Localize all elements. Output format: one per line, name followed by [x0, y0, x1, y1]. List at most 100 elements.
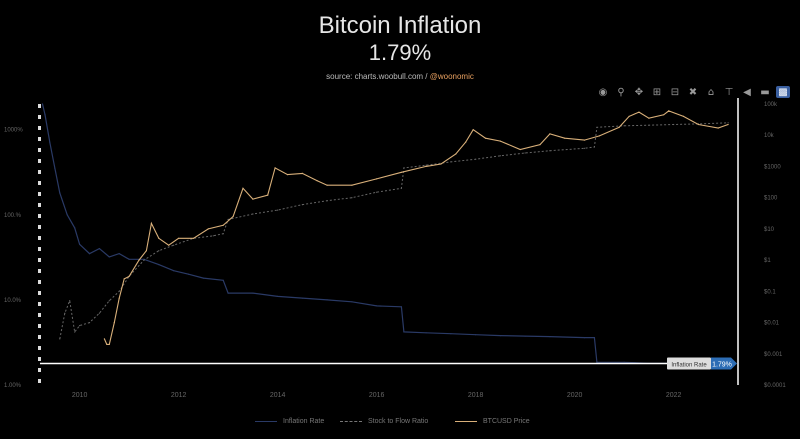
series-s2f-point — [403, 167, 405, 169]
series-inflation-point — [351, 301, 353, 303]
modebar: ◉ ⚲ ✥ ⊞ ⊟ ✖ ⌂ ⊤ ◀ ▬ ▩ — [596, 86, 790, 98]
series-inflation-point — [301, 297, 303, 299]
x-tick-label: 2022 — [666, 392, 682, 399]
series-price-point — [301, 172, 303, 174]
camera-icon[interactable]: ◉ — [598, 86, 608, 98]
spike-lines-icon[interactable]: ⊤ — [724, 86, 734, 98]
series-inflation-point — [59, 192, 61, 194]
series-s2f-point — [69, 300, 71, 302]
series-s2f-point — [400, 187, 402, 189]
series-inflation-point — [400, 306, 402, 308]
series-price-point — [207, 228, 209, 230]
series-inflation-point — [66, 214, 68, 216]
series-s2f-point — [79, 325, 81, 327]
series-price-point — [628, 115, 630, 117]
hover-name-text: Inflation Rate — [671, 362, 707, 368]
series-inflation-point — [128, 258, 130, 260]
series-s2f-point — [277, 209, 279, 211]
series-price-point — [465, 141, 467, 143]
series-s2f-point — [173, 244, 175, 246]
left-spike-marker — [38, 159, 41, 163]
legend-label-inflation: Inflation Rate — [283, 418, 325, 425]
legend-item-inflation[interactable]: Inflation Rate — [255, 418, 324, 425]
series-price-point — [158, 237, 160, 239]
series-inflation-point — [222, 279, 224, 281]
left-spike-marker — [38, 302, 41, 306]
series-s2f-point — [326, 200, 328, 202]
left-spike-marker — [38, 148, 41, 152]
y-left-tick-label: 10.0% — [4, 298, 22, 304]
source-credit: source: charts.woobull.com / @woonomic — [0, 72, 800, 81]
series-inflation-point — [173, 270, 175, 272]
series-s2f-point — [499, 155, 501, 157]
series-s2f-point — [158, 250, 160, 252]
series-s2f-point — [252, 213, 254, 215]
zoom-in-icon[interactable]: ⊞ — [652, 86, 662, 98]
series-inflation-point — [158, 264, 160, 266]
plotly-logo-icon[interactable]: ▩ — [776, 86, 790, 98]
series-price-point — [242, 187, 244, 189]
y-right-tick-label: $1 — [764, 258, 771, 264]
left-spike-marker — [38, 291, 41, 295]
series-price-point — [128, 275, 130, 277]
autoscale-icon[interactable]: ✖ — [688, 86, 698, 98]
hover-name-box — [667, 357, 711, 370]
series-s2f-point — [64, 312, 66, 314]
y-right-tick-label: $1000 — [764, 164, 781, 170]
zoom-out-icon[interactable]: ⊟ — [670, 86, 680, 98]
series-inflation-point — [583, 337, 586, 339]
series-s2f-point — [118, 290, 120, 292]
home-icon[interactable]: ⌂ — [707, 86, 715, 98]
series-price-line — [103, 110, 729, 345]
left-spike-marker — [38, 357, 41, 361]
left-spike-marker — [38, 115, 41, 119]
series-inflation-point — [49, 142, 51, 144]
pan-icon[interactable]: ✥ — [634, 86, 644, 98]
series-s2f-point — [59, 338, 61, 340]
series-price-point — [564, 137, 566, 139]
y-right-tick-label: 100k — [764, 102, 778, 108]
left-spike-marker — [38, 346, 41, 350]
series-price-point — [232, 215, 234, 218]
series-inflation-point — [376, 305, 378, 307]
left-spike-marker — [38, 104, 41, 108]
series-inflation-point — [98, 248, 100, 250]
series-price-point — [682, 115, 685, 117]
series-price-point — [697, 123, 700, 126]
hover-compare-icon[interactable]: ▬ — [760, 86, 770, 98]
series-price-point — [583, 139, 586, 141]
left-spike-marker — [38, 313, 41, 317]
legend-item-price[interactable]: BTCUSD Price — [455, 418, 530, 425]
series-s2f-point — [301, 204, 303, 206]
series-price-point — [425, 165, 427, 167]
series-price-point — [455, 153, 457, 155]
series-inflation-line — [41, 103, 729, 365]
series-inflation-point — [44, 114, 46, 116]
series-price-point — [499, 140, 501, 142]
series-price-point — [668, 110, 670, 112]
left-spike-marker — [38, 247, 41, 251]
left-spike-marker — [38, 203, 41, 207]
left-spike-marker — [38, 324, 41, 328]
left-spike-marker — [38, 368, 41, 372]
series-price-point — [472, 129, 474, 131]
series-price-point — [192, 237, 195, 239]
zoom-icon[interactable]: ⚲ — [617, 86, 625, 98]
series-s2f-point — [593, 146, 596, 148]
series-price-point — [717, 127, 719, 129]
x-tick-label: 2020 — [567, 392, 583, 399]
series-s2f-point — [98, 312, 100, 314]
hover-closest-icon[interactable]: ◀ — [743, 86, 751, 98]
y-right-tick-label: $100 — [764, 196, 778, 202]
series-s2f-point — [524, 152, 526, 154]
series-price-point — [103, 338, 105, 340]
source-handle-link[interactable]: @woonomic — [429, 72, 474, 81]
source-text: source: charts.woobull.com / — [326, 72, 430, 81]
series-price-point — [400, 171, 402, 173]
left-spike-marker — [38, 137, 41, 141]
series-s2f-point — [351, 197, 353, 199]
series-inflation-point — [227, 292, 229, 294]
x-tick-label: 2018 — [468, 392, 484, 399]
legend-item-s2f[interactable]: Stock to Flow Ratio — [340, 418, 428, 425]
